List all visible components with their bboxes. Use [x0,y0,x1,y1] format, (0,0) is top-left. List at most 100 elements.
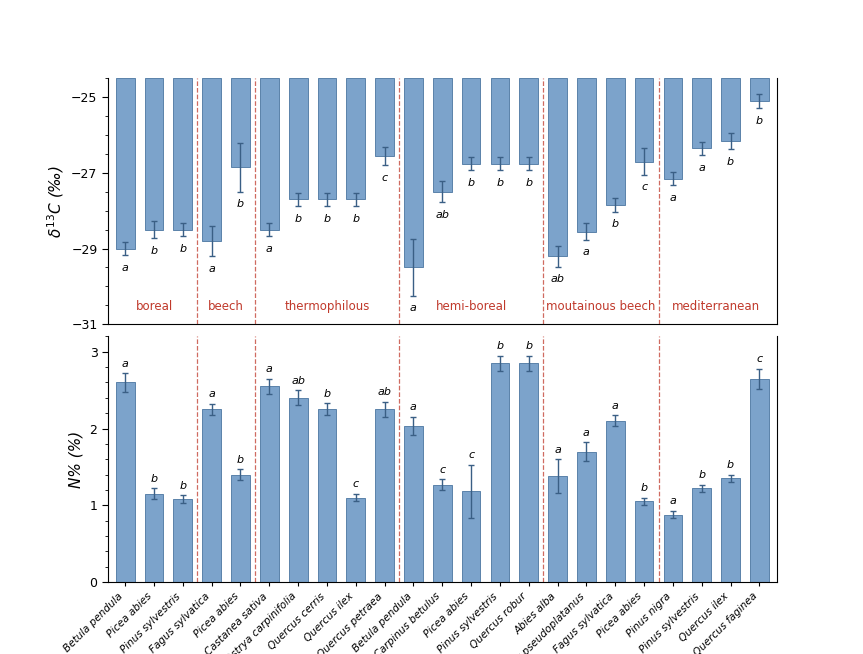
Text: b: b [180,481,186,490]
Text: b: b [756,116,763,126]
Bar [664,515,683,582]
Text: beech: beech [208,300,244,313]
Text: b: b [496,178,503,188]
Bar [433,485,451,582]
Text: a: a [670,496,677,506]
Bar [692,78,711,148]
Text: hemi-boreal: hemi-boreal [436,300,507,313]
Bar [750,78,769,101]
Bar [202,409,221,582]
Text: b: b [727,157,734,167]
Text: b: b [180,244,186,254]
Text: c: c [756,354,763,364]
Bar [462,491,481,582]
Bar [750,379,769,582]
Text: b: b [150,473,158,484]
Text: mediterranean: mediterranean [672,300,760,313]
Bar [634,502,653,582]
Text: a: a [554,445,561,455]
Bar [664,78,683,179]
Text: ab: ab [291,375,306,386]
Bar [375,78,394,156]
Bar [404,78,423,267]
Bar [289,398,307,582]
Bar [548,78,567,256]
Bar [145,78,163,230]
Bar [404,426,423,582]
Bar [231,475,250,582]
Text: b: b [324,388,331,398]
Text: b: b [727,460,734,470]
Bar [289,78,307,199]
Bar [116,383,135,582]
Text: b: b [237,455,244,464]
Text: b: b [468,178,475,188]
Text: c: c [468,450,474,460]
Text: a: a [698,163,705,173]
Text: a: a [583,428,590,438]
Text: c: c [381,173,387,183]
Text: a: a [266,244,273,254]
Text: b: b [294,214,302,224]
Text: b: b [237,199,244,209]
Text: a: a [410,402,417,413]
Bar [634,78,653,162]
Text: a: a [266,364,273,374]
Bar [202,78,221,241]
Text: b: b [612,220,619,230]
Text: a: a [612,401,619,411]
Bar [346,78,365,199]
Bar [433,78,451,192]
Bar [145,494,163,582]
Bar [260,387,279,582]
Bar [606,78,625,205]
Bar [116,78,135,249]
Bar [346,498,365,582]
Bar [490,363,509,582]
Bar [375,409,394,582]
Bar [721,78,740,141]
Bar [520,78,539,164]
Bar [692,489,711,582]
Text: b: b [526,178,532,188]
Bar [231,78,250,167]
Text: c: c [353,479,359,489]
Text: a: a [208,264,215,273]
Bar [721,479,740,582]
Text: ab: ab [435,210,450,220]
Bar [318,78,337,199]
Text: a: a [410,303,417,313]
Text: a: a [583,247,590,258]
Bar [173,499,192,582]
Text: b: b [640,483,647,493]
Text: b: b [698,470,705,480]
Y-axis label: N% (%): N% (%) [69,430,84,488]
Y-axis label: $\delta^{13}$C (‰): $\delta^{13}$C (‰) [45,165,66,238]
Text: a: a [122,358,129,369]
Text: a: a [208,389,215,400]
Bar [318,409,337,582]
Bar [548,476,567,582]
Text: b: b [150,245,158,256]
Text: b: b [352,214,359,224]
Text: ab: ab [551,274,564,284]
Text: thermophilous: thermophilous [284,300,369,313]
Bar [462,78,481,164]
Text: b: b [526,341,532,351]
Text: ab: ab [378,387,392,397]
Bar [173,78,192,230]
Text: boreal: boreal [135,300,173,313]
Bar [490,78,509,164]
Text: a: a [670,193,677,203]
Text: b: b [496,341,503,351]
Bar [520,363,539,582]
Bar [577,78,595,232]
Text: c: c [439,464,445,475]
Text: c: c [641,182,647,192]
Bar [260,78,279,230]
Text: a: a [122,263,129,273]
Bar [606,421,625,582]
Text: moutainous beech: moutainous beech [546,300,656,313]
Bar [577,451,595,582]
Text: b: b [324,214,331,224]
